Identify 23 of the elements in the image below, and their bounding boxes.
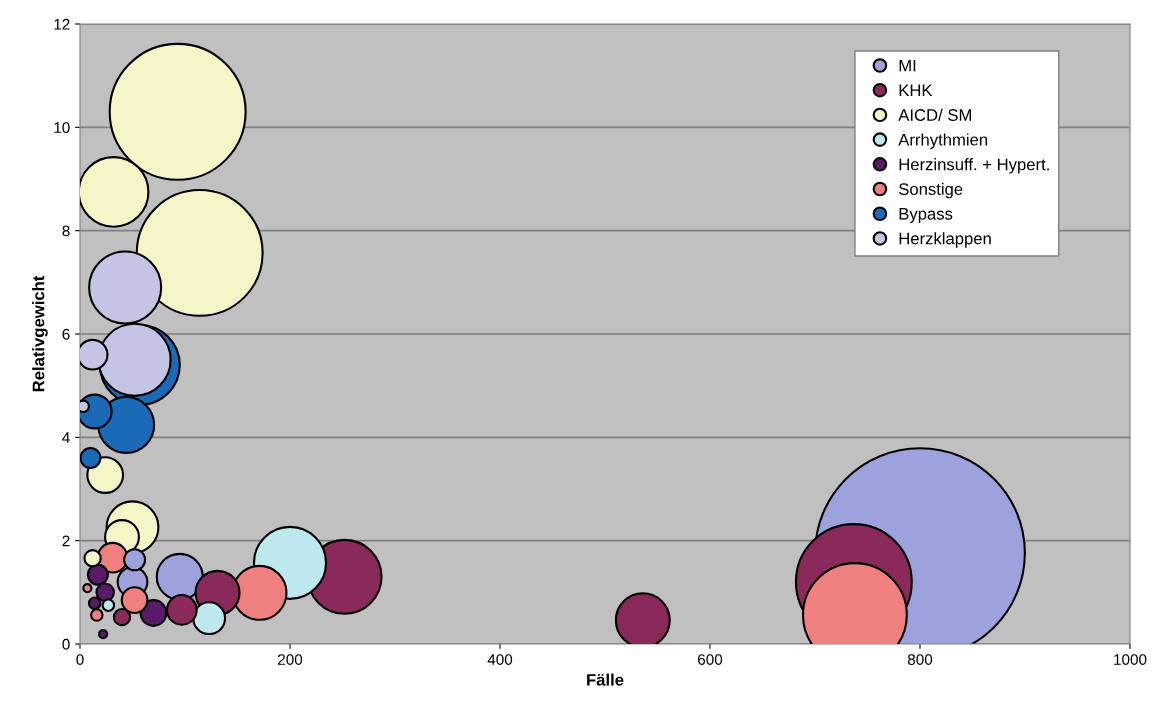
x-tick-label: 200 (278, 654, 303, 665)
legend-label: Sonstige (899, 182, 963, 199)
x-tick-label: 400 (487, 654, 513, 665)
legend-label: Arrhythmien (898, 133, 988, 149)
y-tick-label: 8 (62, 225, 70, 237)
x-tick-label: 800 (907, 654, 933, 665)
y-axis-title: Relativgewicht (32, 275, 48, 392)
y-tick-label: 2 (62, 535, 70, 547)
legend-label: Herzklappen (899, 232, 991, 248)
legend-label: KHK (899, 84, 933, 97)
x-axis-title: Fälle (587, 673, 624, 686)
y-tick-label: 12 (54, 18, 70, 30)
x-tick-label: 600 (698, 654, 723, 665)
x-tick-label: 0 (76, 654, 84, 665)
legend-label: AICD/ SM (898, 108, 971, 121)
y-tick-label: 4 (62, 432, 70, 443)
y-tick-label: 6 (62, 328, 70, 340)
x-tick-label: 1000 (1114, 654, 1147, 665)
y-tick-label: 10 (54, 122, 70, 134)
legend-label: Herzinsuff. + Hypert. (899, 158, 1049, 174)
y-tick-label: 0 (62, 638, 70, 650)
legend-label: MI (899, 59, 916, 72)
legend-label: Bypass (899, 208, 953, 224)
